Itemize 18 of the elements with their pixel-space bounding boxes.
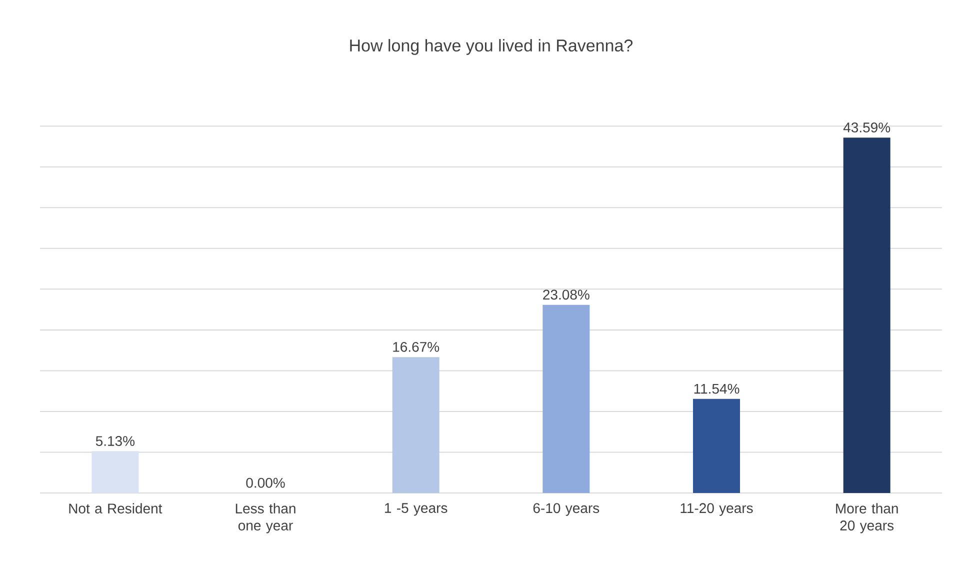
chart-title: How long have you lived in Ravenna? (350, 39, 633, 55)
data-label: 5.13% (96, 436, 135, 446)
bar (92, 451, 139, 493)
data-label: 43.59% (843, 122, 890, 132)
bar (392, 357, 440, 493)
data-label: 11.54% (694, 384, 740, 394)
x-tick-label: 1 -5 years (385, 503, 448, 516)
bar (693, 398, 740, 493)
x-tick-label: Not a Resident (69, 503, 162, 514)
x-tick-label: 11-20 years (680, 503, 753, 516)
bar (843, 138, 890, 493)
data-label: 23.08% (543, 290, 590, 300)
data-label: 0.00% (246, 478, 285, 488)
bar (542, 304, 590, 493)
x-tick-label: 6-10 years (533, 503, 600, 516)
x-tick-label: Less than one year (236, 503, 296, 534)
data-label: 16.67% (393, 342, 440, 352)
x-tick-label: More than 20 years (836, 503, 898, 534)
